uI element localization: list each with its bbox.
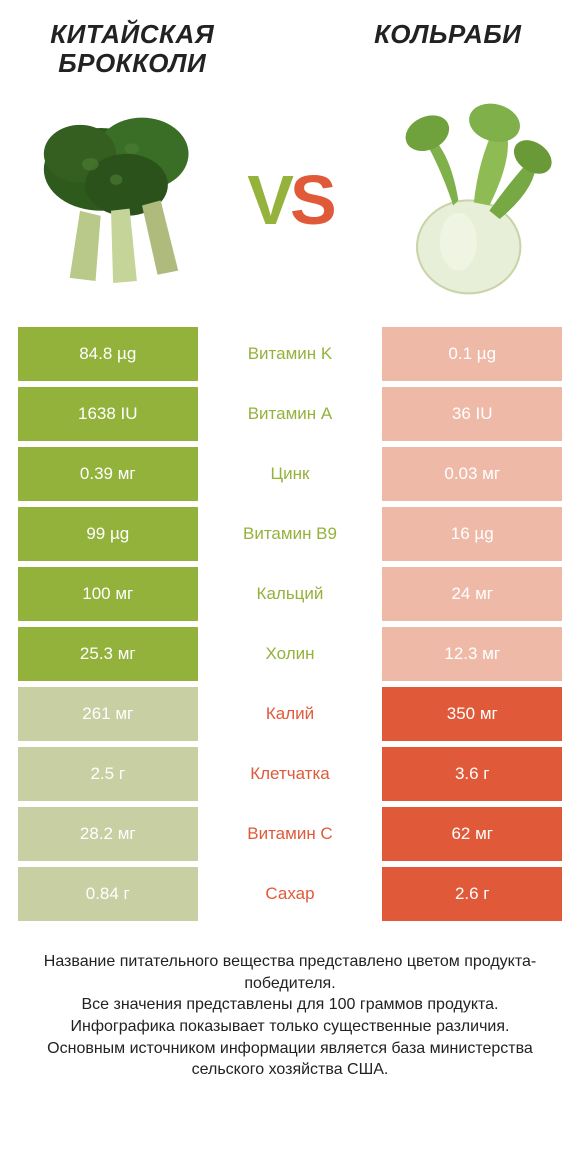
nutrient-name-cell: Сахар: [198, 867, 383, 921]
hero-row: VS: [18, 85, 562, 315]
vs-v: V: [247, 160, 290, 240]
table-row: 28.2 мгВитамин C62 мг: [18, 807, 562, 861]
left-value-cell: 99 µg: [18, 507, 198, 561]
footer-line-1: Название питательного вещества представл…: [28, 951, 552, 994]
left-value-cell: 261 мг: [18, 687, 198, 741]
nutrient-name-cell: Клетчатка: [198, 747, 383, 801]
comparison-titles: Китайская брокколи Кольраби: [18, 20, 562, 77]
right-product-image: [355, 85, 562, 315]
nutrient-name-cell: Цинк: [198, 447, 383, 501]
nutrient-name-cell: Витамин K: [198, 327, 383, 381]
footer-line-4: Основным источником информации является …: [28, 1038, 552, 1081]
nutrient-name-cell: Витамин B9: [198, 507, 383, 561]
left-value-cell: 0.84 г: [18, 867, 198, 921]
left-value-cell: 25.3 мг: [18, 627, 198, 681]
table-row: 25.3 мгХолин12.3 мг: [18, 627, 562, 681]
footer-line-2: Все значения представлены для 100 граммо…: [28, 994, 552, 1016]
nutrient-name-cell: Калий: [198, 687, 383, 741]
left-value-cell: 28.2 мг: [18, 807, 198, 861]
right-value-cell: 0.03 мг: [382, 447, 562, 501]
right-value-cell: 0.1 µg: [382, 327, 562, 381]
right-value-cell: 16 µg: [382, 507, 562, 561]
footer-line-3: Инфографика показывает только существенн…: [28, 1016, 552, 1038]
table-row: 84.8 µgВитамин K0.1 µg: [18, 327, 562, 381]
table-row: 261 мгКалий350 мг: [18, 687, 562, 741]
vs-label: VS: [247, 160, 332, 240]
table-row: 100 мгКальций24 мг: [18, 567, 562, 621]
left-product-image: [18, 85, 225, 315]
nutrient-name-cell: Витамин C: [198, 807, 383, 861]
left-value-cell: 1638 IU: [18, 387, 198, 441]
table-row: 1638 IUВитамин A36 IU: [18, 387, 562, 441]
nutrient-name-cell: Кальций: [198, 567, 383, 621]
vs-s: S: [290, 160, 333, 240]
right-value-cell: 2.6 г: [382, 867, 562, 921]
table-row: 0.84 гСахар2.6 г: [18, 867, 562, 921]
right-product-title: Кольраби: [334, 20, 562, 49]
left-value-cell: 0.39 мг: [18, 447, 198, 501]
table-row: 99 µgВитамин B916 µg: [18, 507, 562, 561]
nutrient-name-cell: Холин: [198, 627, 383, 681]
nutrient-name-cell: Витамин A: [198, 387, 383, 441]
left-value-cell: 100 мг: [18, 567, 198, 621]
table-row: 0.39 мгЦинк0.03 мг: [18, 447, 562, 501]
right-value-cell: 24 мг: [382, 567, 562, 621]
right-value-cell: 12.3 мг: [382, 627, 562, 681]
left-value-cell: 84.8 µg: [18, 327, 198, 381]
right-value-cell: 3.6 г: [382, 747, 562, 801]
right-value-cell: 350 мг: [382, 687, 562, 741]
left-value-cell: 2.5 г: [18, 747, 198, 801]
nutrient-table: 84.8 µgВитамин K0.1 µg 1638 IUВитамин A36…: [18, 327, 562, 921]
footer-text: Название питательного вещества представл…: [18, 951, 562, 1081]
right-value-cell: 62 мг: [382, 807, 562, 861]
left-product-title: Китайская брокколи: [18, 20, 246, 77]
table-row: 2.5 гКлетчатка3.6 г: [18, 747, 562, 801]
right-value-cell: 36 IU: [382, 387, 562, 441]
